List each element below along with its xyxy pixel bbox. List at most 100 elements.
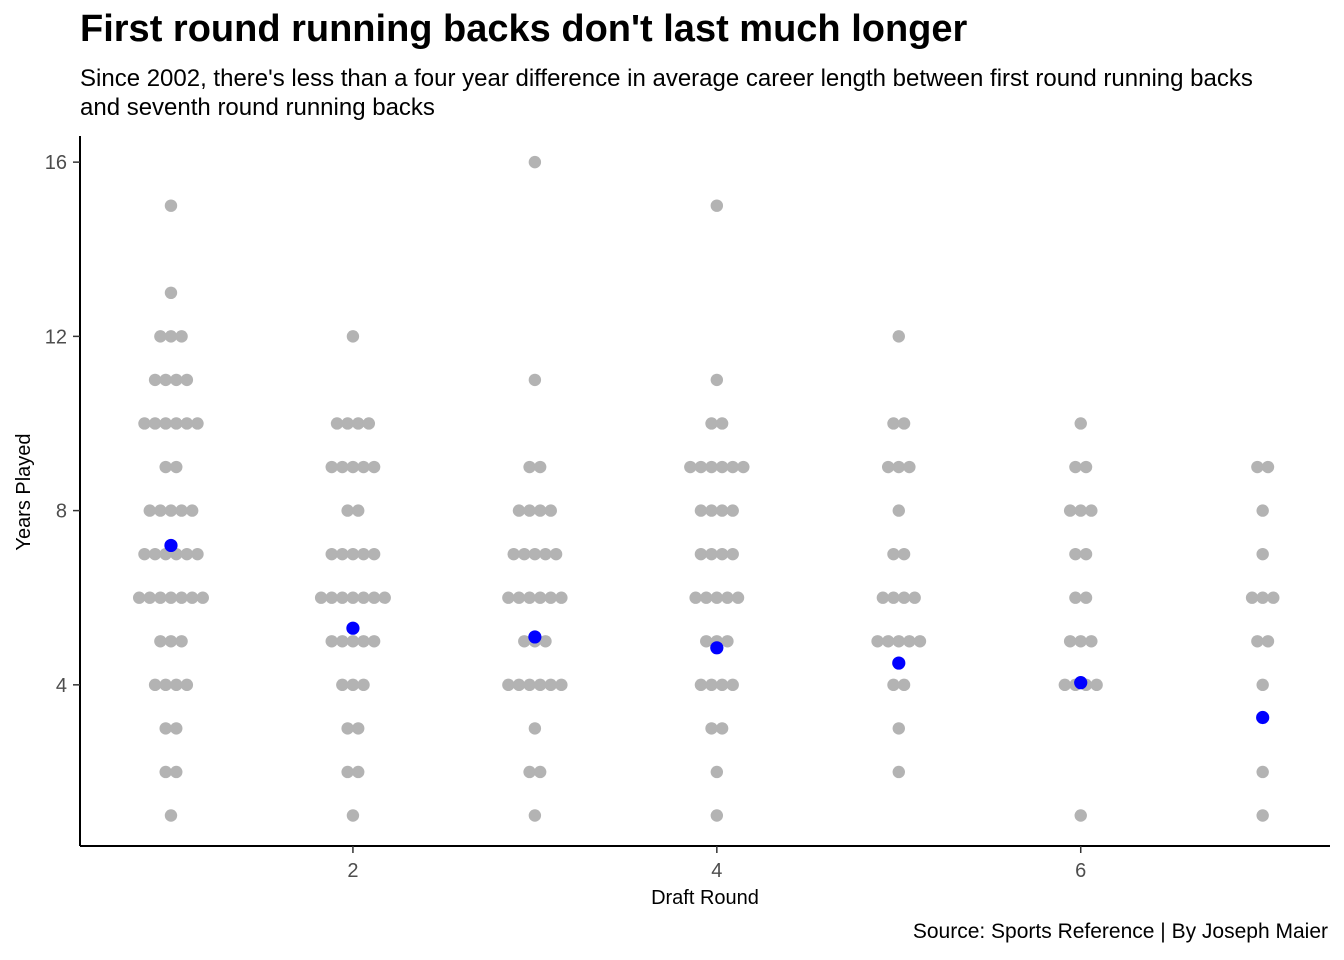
data-point — [528, 155, 542, 169]
data-point — [726, 678, 739, 692]
data-point — [185, 591, 199, 604]
means-layer — [164, 538, 1270, 725]
ticks-layer: 2 4 6 4 8 12 16 — [45, 152, 1087, 882]
data-point — [1058, 678, 1072, 692]
mean-point — [1256, 710, 1270, 725]
data-point — [336, 678, 349, 692]
data-point — [1079, 547, 1093, 561]
data-point — [705, 678, 718, 692]
data-point — [555, 678, 568, 692]
data-point — [1085, 635, 1098, 648]
data-point — [1261, 635, 1275, 648]
data-point — [341, 417, 354, 430]
x-tick-label: 2 — [347, 860, 358, 882]
data-point — [539, 635, 552, 648]
data-point — [185, 504, 199, 517]
data-point — [528, 722, 542, 735]
data-point — [903, 635, 916, 648]
data-point — [164, 199, 178, 212]
data-point — [170, 722, 183, 735]
data-point — [175, 635, 188, 648]
data-point — [1251, 460, 1264, 474]
data-point — [352, 417, 365, 430]
data-point — [138, 547, 151, 561]
data-point — [710, 373, 724, 387]
y-axis-title: Years Played — [13, 433, 35, 550]
data-point — [897, 547, 911, 561]
data-point — [533, 678, 547, 692]
data-point — [689, 591, 702, 604]
data-point — [325, 547, 338, 561]
data-point — [159, 417, 172, 430]
y-tick-label: 12 — [45, 326, 67, 348]
data-point — [533, 504, 547, 517]
y-tick-label: 8 — [56, 501, 67, 523]
data-point — [357, 591, 370, 604]
data-point — [346, 635, 360, 648]
data-point — [170, 678, 183, 692]
data-point — [887, 547, 900, 561]
data-point — [715, 722, 729, 735]
data-point — [1256, 504, 1269, 517]
data-point — [710, 199, 724, 212]
data-point — [544, 504, 557, 517]
data-point — [362, 417, 376, 430]
data-point — [721, 591, 734, 604]
data-point — [164, 504, 178, 517]
y-tick-label: 16 — [45, 152, 67, 174]
data-point — [175, 330, 188, 343]
data-point — [170, 373, 183, 387]
data-point — [903, 460, 916, 474]
data-point — [367, 547, 381, 561]
data-point — [346, 547, 360, 561]
data-point — [908, 591, 921, 604]
data-point — [1256, 547, 1269, 561]
data-point — [731, 591, 745, 604]
data-point — [352, 504, 365, 517]
data-point — [159, 765, 172, 779]
data-point — [887, 591, 900, 604]
data-point — [897, 591, 911, 604]
data-point — [346, 330, 360, 343]
data-point — [164, 809, 178, 822]
data-point — [352, 765, 365, 779]
data-point — [148, 547, 162, 561]
data-point — [710, 591, 724, 604]
data-point — [705, 504, 718, 517]
data-point — [892, 765, 905, 779]
data-point — [170, 417, 183, 430]
data-point — [544, 591, 557, 604]
points-layer — [132, 155, 1280, 822]
data-point — [876, 591, 890, 604]
data-point — [367, 460, 381, 474]
data-point — [357, 460, 370, 474]
data-point — [1245, 591, 1259, 604]
data-point — [325, 460, 338, 474]
data-point — [913, 635, 927, 648]
x-tick-label: 4 — [711, 860, 722, 882]
data-point — [694, 504, 708, 517]
data-point — [159, 722, 172, 735]
data-point — [881, 635, 895, 648]
data-point — [700, 635, 713, 648]
data-point — [892, 635, 905, 648]
data-point — [1256, 591, 1269, 604]
data-point — [325, 635, 338, 648]
data-point — [138, 417, 151, 430]
data-point — [154, 504, 167, 517]
data-point — [143, 591, 156, 604]
data-point — [352, 722, 365, 735]
x-axis-title: Draft Round — [651, 887, 759, 909]
data-point — [897, 417, 911, 430]
data-point — [346, 460, 360, 474]
data-point — [341, 504, 354, 517]
data-point — [336, 460, 349, 474]
data-point — [367, 591, 381, 604]
data-point — [357, 547, 370, 561]
data-point — [694, 678, 708, 692]
data-point — [892, 722, 905, 735]
data-point — [684, 460, 697, 474]
data-point — [726, 504, 739, 517]
data-point — [502, 678, 515, 692]
data-point — [539, 547, 552, 561]
